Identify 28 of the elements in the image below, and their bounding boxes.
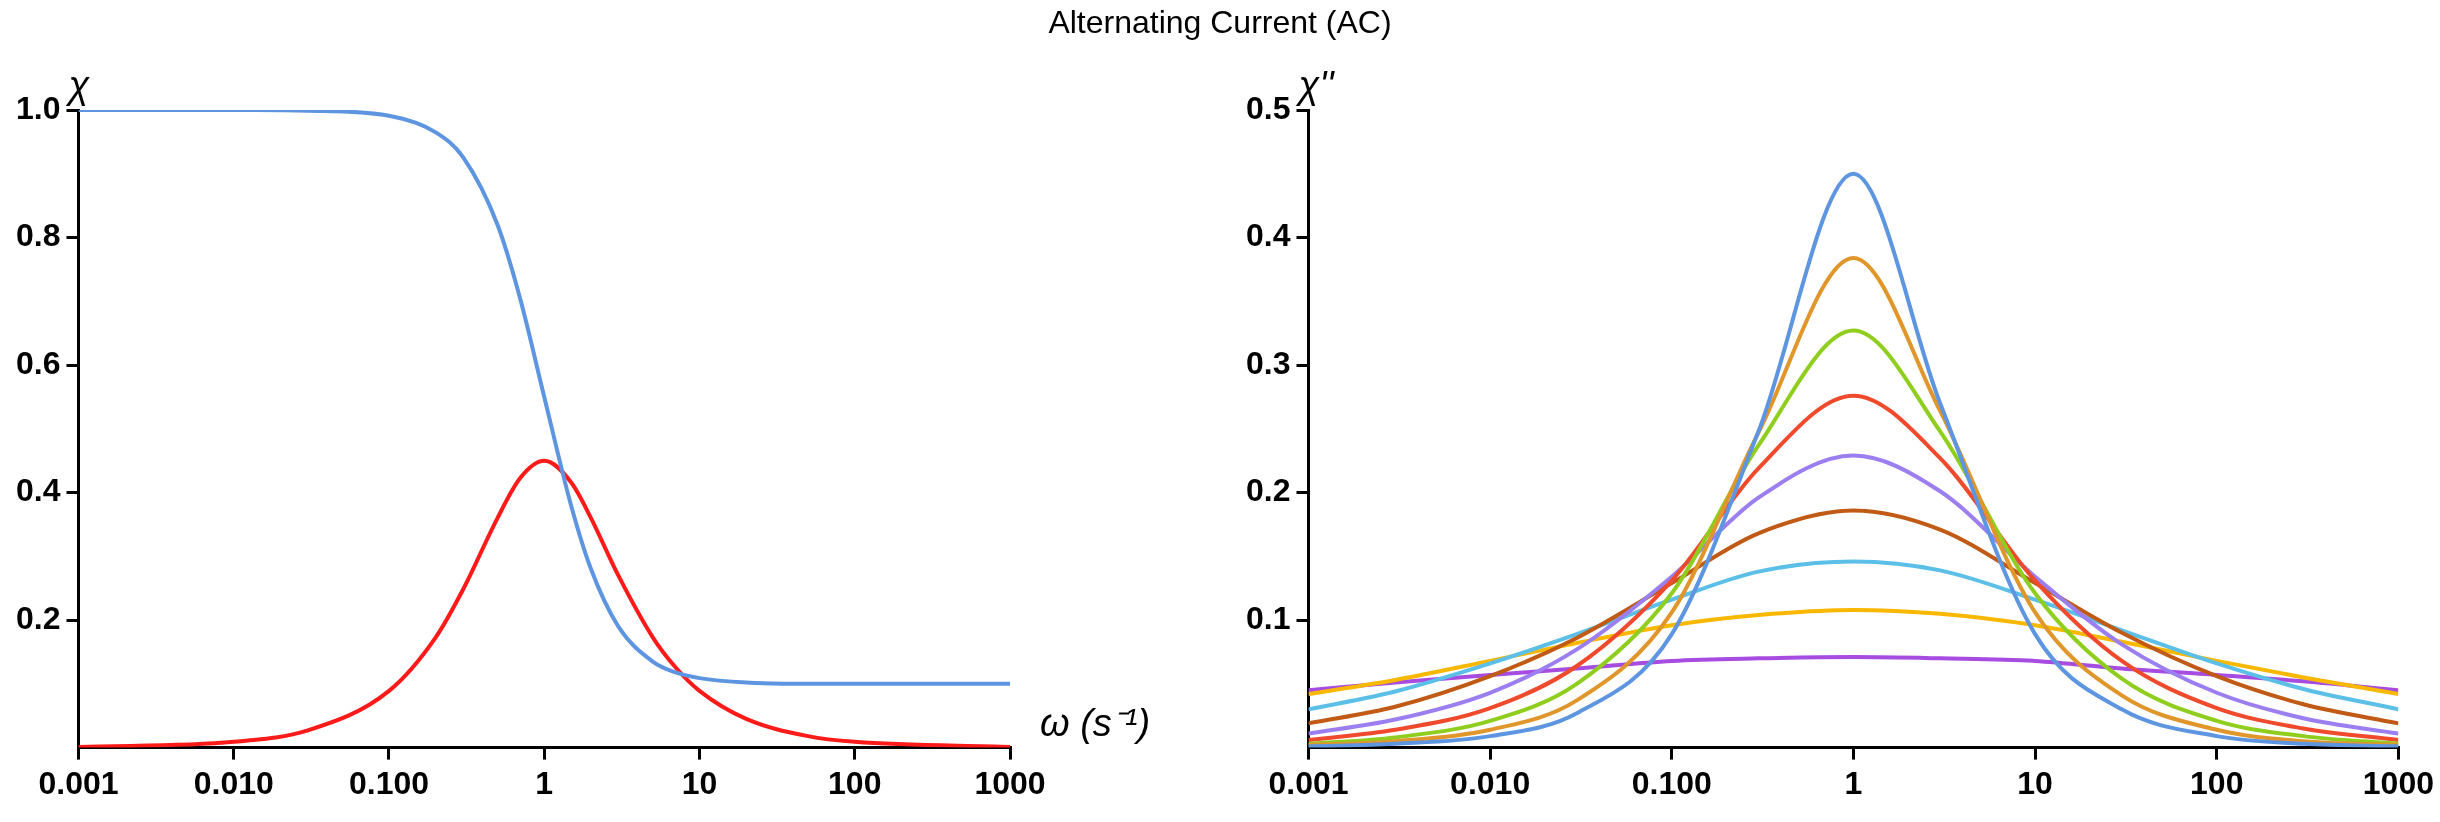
x-tick-label: 0.100 [348,764,430,801]
text: Alternating Current (AC) [1047,4,1393,41]
y-tick-label: 0.6 [16,344,61,381]
y-tick-label: 0.8 [16,217,61,254]
x-tick-label: 0.001 [1268,764,1349,801]
y-tick-label: 0.4 [16,472,61,509]
x-tick-label: 0.010 [1450,764,1531,801]
x-tick-label: 1000 [2362,764,2434,801]
y-axis-title: χ [65,63,91,106]
y-tick-label: 0.2 [1246,472,1291,509]
x-tick-label: 100 [2190,764,2244,801]
x-tick-label: 0.010 [193,764,274,801]
x-axis-title: ω (s⁻¹) [1040,702,1151,745]
x-tick-label: 0.100 [1631,764,1712,801]
x-tick-label: 0.001 [38,764,119,801]
y-tick-label: 0.4 [1246,217,1291,254]
y-tick-label: 0.5 [1246,89,1291,126]
y-tick-label: 0.3 [1246,344,1291,381]
y-tick-label: 1.0 [16,89,61,126]
y-tick-label: 0.2 [16,599,61,636]
x-tick-label: 100 [828,764,882,801]
x-tick-label: 10 [681,764,718,801]
x-tick-label: 1000 [974,764,1046,801]
y-axis-title: χ'' [1295,63,1336,106]
x-tick-label: 10 [2017,764,2053,801]
x-tick-label: 1 [1844,764,1863,801]
x-tick-label: 1 [535,764,554,801]
y-tick-label: 0.1 [1246,599,1291,636]
